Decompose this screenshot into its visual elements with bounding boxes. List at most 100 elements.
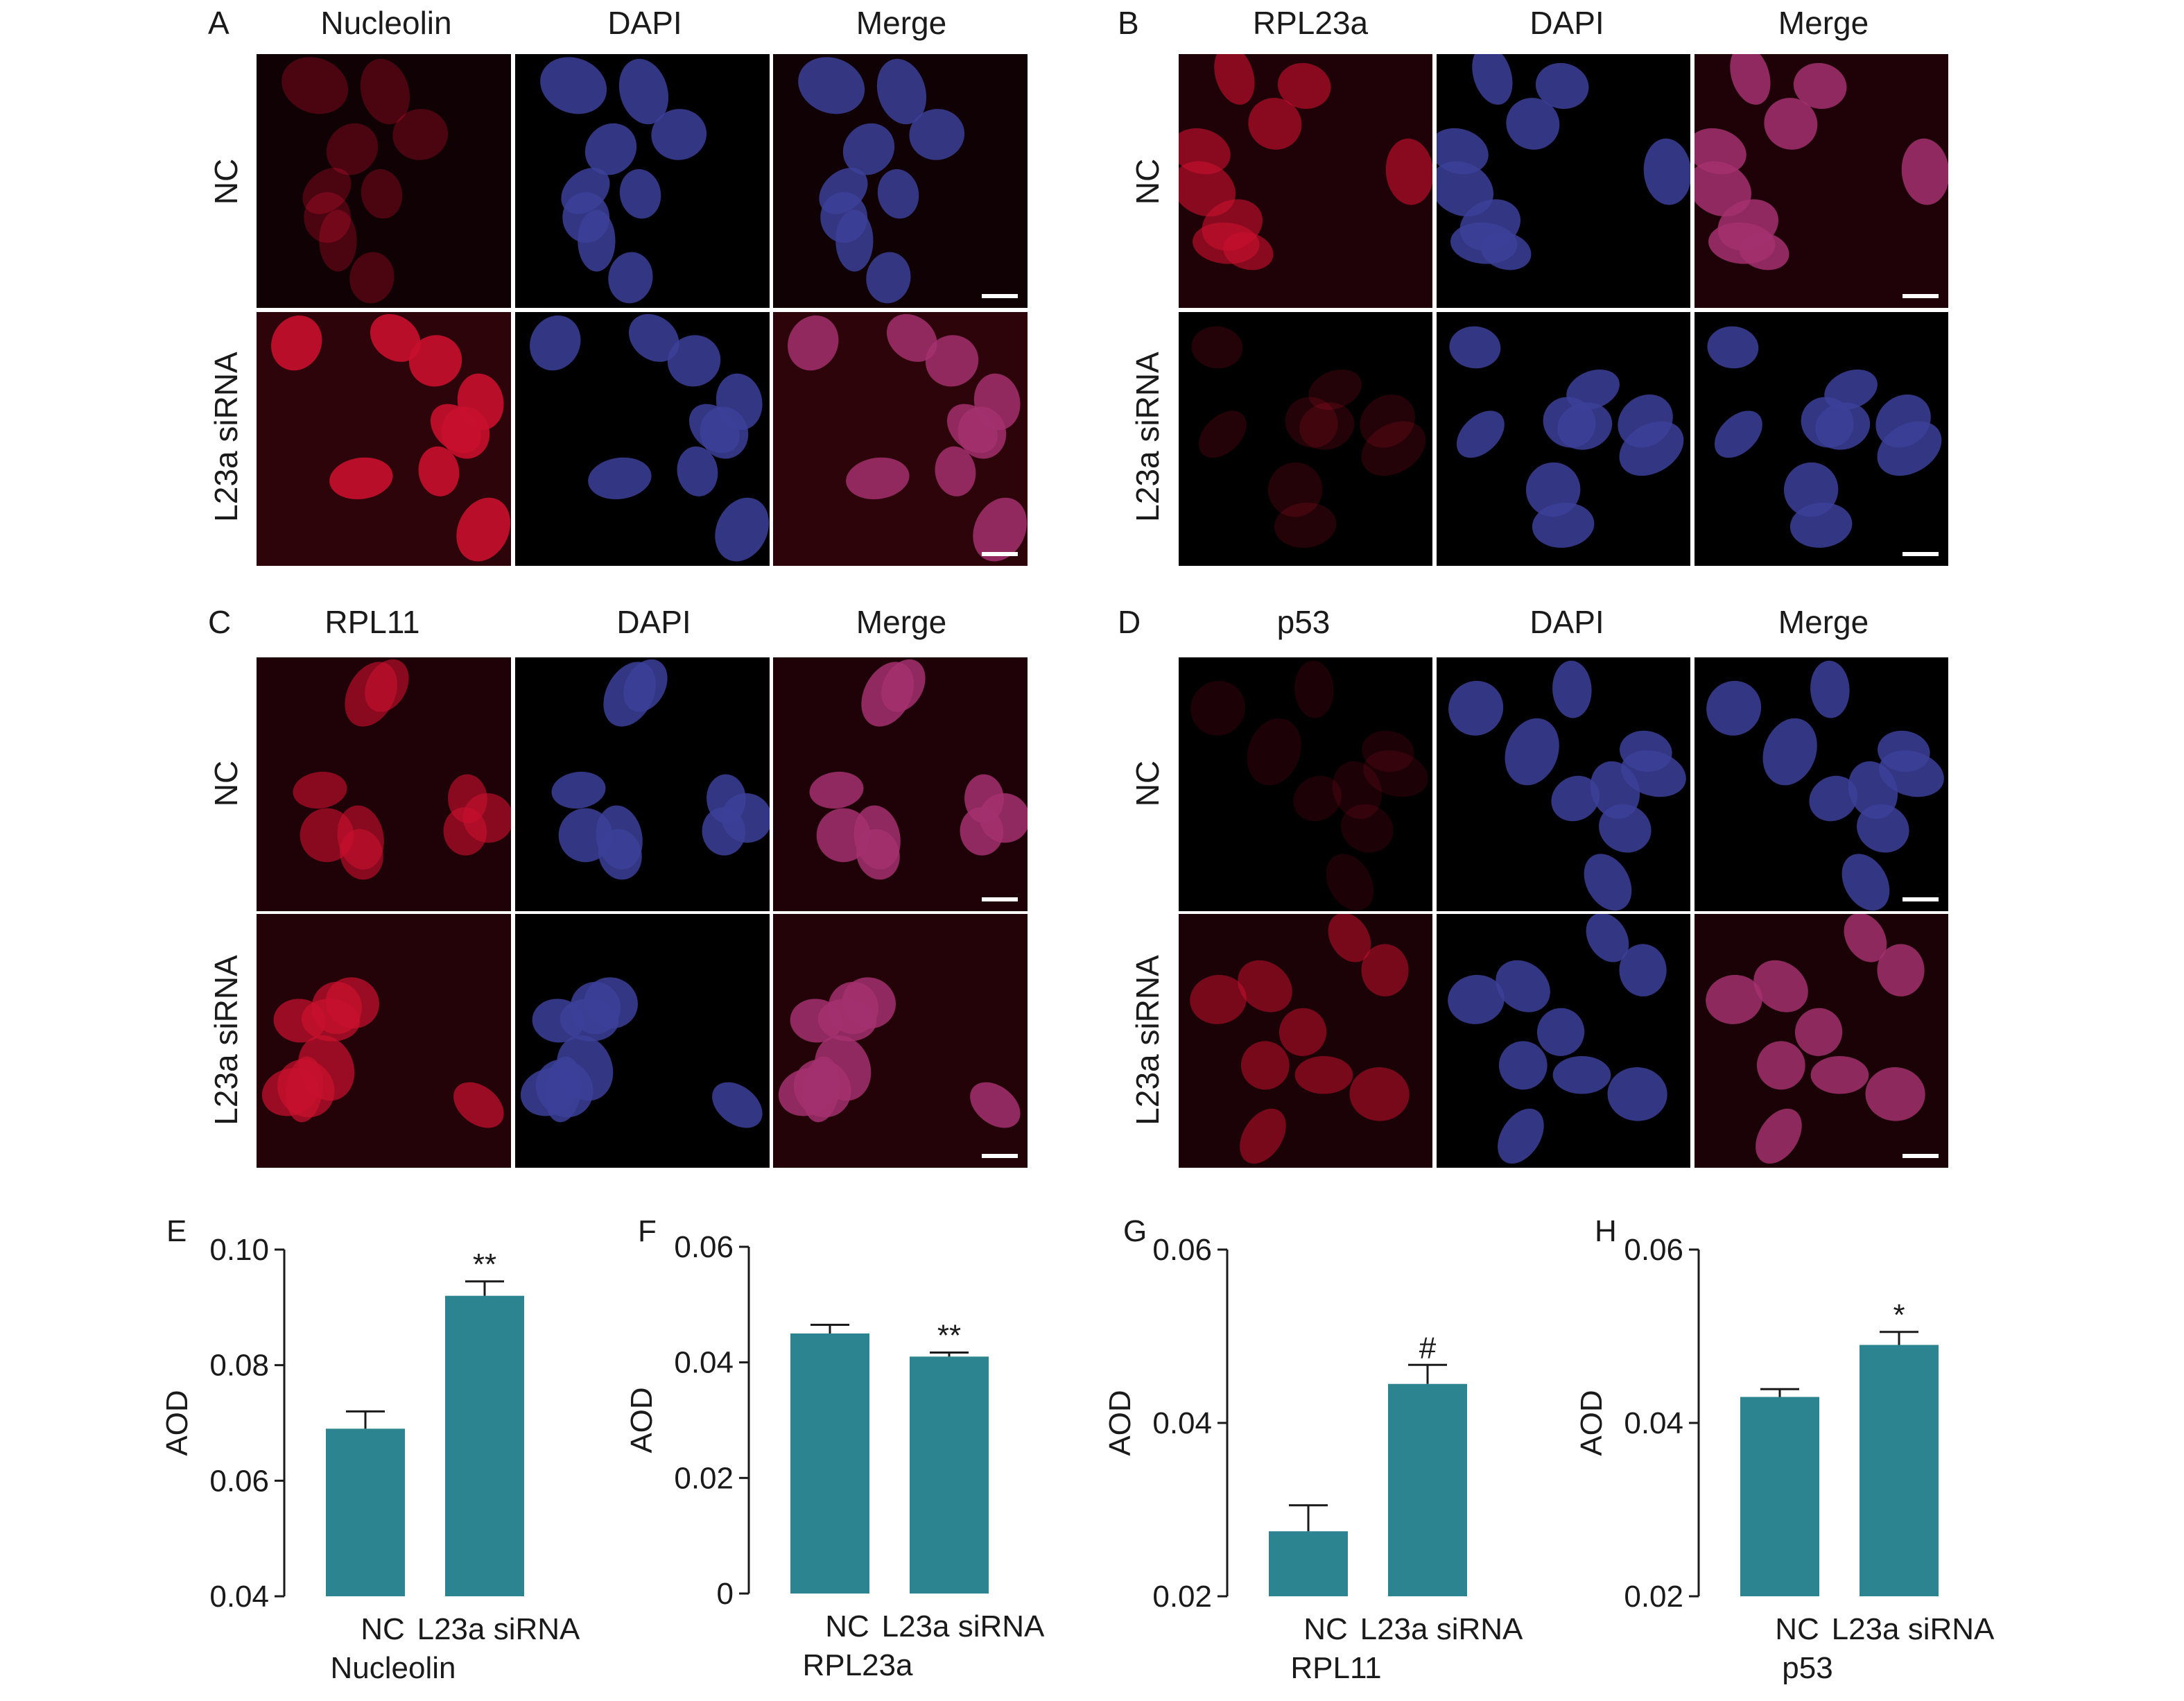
micrograph-a-nc-nucleolin: [257, 54, 511, 308]
x-axis-label: Nucleolin: [331, 1651, 456, 1685]
panel-letter: E: [166, 1214, 187, 1248]
bar-nc: [326, 1428, 405, 1596]
micrograph-d-nc-dapi: [1437, 657, 1690, 911]
bar-nc: [1740, 1397, 1819, 1596]
col-head-merge: Merge: [856, 604, 947, 640]
micrograph-c-sirna-merge: [773, 914, 1028, 1168]
bar-l23a-sirna: [910, 1356, 989, 1594]
panel-letter: H: [1595, 1214, 1617, 1248]
panel-letter: G: [1123, 1214, 1147, 1248]
bar-l23a-sirna: [1860, 1345, 1939, 1596]
micrograph-c-sirna-dapi: [515, 914, 770, 1168]
x-axis-label: RPL23a: [802, 1648, 913, 1682]
chart-g: G 0.02 0.04 0.06 AOD # NC L23a siRNA RPL11: [1103, 1214, 1553, 1699]
col-head-merge: Merge: [1778, 5, 1869, 41]
significance-label: **: [937, 1319, 961, 1353]
y-tick-label: 0.06: [209, 1464, 269, 1498]
col-head-merge: Merge: [1778, 604, 1869, 640]
x-axis-label: p53: [1782, 1651, 1832, 1685]
micrograph-c-sirna-rpl11: [257, 914, 511, 1168]
col-head-rpl11: RPL11: [324, 604, 420, 640]
x-category-label: L23a siRNA: [1360, 1612, 1523, 1646]
y-tick-label: 0.06: [1152, 1233, 1212, 1267]
micrograph-b-nc-rpl23a: [1179, 54, 1432, 308]
bar-nc: [1269, 1531, 1348, 1596]
x-category-label: L23a siRNA: [882, 1609, 1045, 1643]
scale-bar: [982, 294, 1018, 298]
row-label-siRNA: L23a siRNA: [1129, 955, 1165, 1125]
micrograph-a-nc-dapi: [515, 54, 770, 308]
micrograph-b-nc-dapi: [1437, 54, 1690, 308]
chart-svg: G 0.02 0.04 0.06 AOD # NC L23a siRNA RPL11: [1103, 1214, 1523, 1685]
y-tick-label: 0.04: [209, 1580, 269, 1614]
chart-f: F 0 0.02 0.04 0.06 AOD ** NC L23a siRNA RPL23a: [624, 1214, 1068, 1699]
bar-nc: [790, 1333, 869, 1594]
y-tick-label: 0.02: [1624, 1580, 1683, 1614]
panel-letter-b: B: [1118, 5, 1139, 41]
x-category-label: NC: [361, 1612, 405, 1646]
row-label-nc: NC: [208, 158, 244, 205]
row-label-nc: NC: [1129, 158, 1165, 205]
y-tick-label: 0.06: [1624, 1233, 1683, 1267]
col-head-dapi: DAPI: [1529, 604, 1604, 640]
micrograph-c-nc-dapi: [515, 657, 770, 911]
significance-label: #: [1419, 1331, 1437, 1365]
y-axis-label: AOD: [625, 1387, 659, 1453]
y-tick-label: 0.08: [209, 1349, 269, 1383]
bar-l23a-sirna: [1388, 1383, 1467, 1596]
y-tick-label: 0.04: [674, 1346, 734, 1380]
micrograph-c-nc-rpl11: [257, 657, 511, 911]
chart-svg: F 0 0.02 0.04 0.06 AOD ** NC L23a siRNA RPL23a: [625, 1214, 1045, 1682]
row-label-siRNA: L23a siRNA: [208, 352, 244, 522]
y-tick-label: 0.10: [209, 1233, 269, 1267]
significance-label: **: [473, 1247, 496, 1281]
scale-bar: [982, 1154, 1018, 1158]
col-head-nucleolin: Nucleolin: [320, 5, 452, 41]
micrograph-d-sirna-p53: [1179, 914, 1432, 1168]
chart-svg: E 0.04 0.06 0.08 0.10 AOD ** NC L23a siRNA Nucleo…: [160, 1214, 580, 1685]
x-category-label: NC: [825, 1609, 869, 1643]
significance-label: *: [1893, 1298, 1905, 1332]
bar-l23a-sirna: [445, 1295, 524, 1596]
panel-letter-a: A: [208, 5, 229, 41]
y-tick-label: 0.04: [1152, 1406, 1212, 1440]
y-tick-label: 0.04: [1624, 1406, 1683, 1440]
scale-bar: [1903, 294, 1939, 298]
scale-bar: [1903, 552, 1939, 556]
col-head-dapi: DAPI: [616, 604, 691, 640]
col-head-rpl23a: RPL23a: [1252, 5, 1369, 41]
x-axis-label: RPL11: [1290, 1651, 1381, 1685]
micrograph-d-nc-merge: [1695, 657, 1948, 911]
row-label-nc: NC: [1129, 760, 1165, 807]
micrograph-b-nc-merge: [1695, 54, 1948, 308]
y-axis-label: AOD: [1575, 1390, 1609, 1456]
x-category-label: L23a siRNA: [417, 1612, 580, 1646]
micrograph-b-sirna-rpl23a: [1179, 312, 1432, 566]
x-category-label: NC: [1775, 1612, 1819, 1646]
col-head-p53: p53: [1276, 604, 1331, 640]
row-label-nc: NC: [208, 760, 244, 807]
y-tick-label: 0.06: [674, 1230, 734, 1264]
x-category-label: NC: [1303, 1612, 1348, 1646]
x-category-label: L23a siRNA: [1832, 1612, 1995, 1646]
col-head-dapi: DAPI: [607, 5, 682, 41]
scale-bar: [1903, 897, 1939, 901]
y-tick-label: 0: [717, 1577, 734, 1611]
col-head-merge: Merge: [856, 5, 947, 41]
micrograph-b-sirna-merge: [1695, 312, 1948, 566]
y-tick-label: 0.02: [674, 1461, 734, 1495]
micrograph-a-sirna-dapi: [515, 312, 770, 566]
micrograph-a-sirna-nucleolin: [257, 312, 511, 566]
panel-letter-c: C: [208, 604, 232, 640]
micrograph-d-sirna-merge: [1695, 914, 1948, 1168]
y-axis-label: AOD: [1103, 1390, 1137, 1456]
chart-h: H 0.02 0.04 0.06 AOD * NC L23a siRNA p53: [1575, 1214, 2025, 1699]
row-label-siRNA: L23a siRNA: [208, 955, 244, 1125]
col-head-dapi: DAPI: [1529, 5, 1604, 41]
micrograph-d-nc-p53: [1179, 657, 1432, 911]
chart-e: E 0.04 0.06 0.08 0.10 AOD ** NC L23a siRNA Nucleo…: [153, 1214, 596, 1699]
micrograph-d-sirna-dapi: [1437, 914, 1690, 1168]
scale-bar: [982, 552, 1018, 556]
micrograph-c-nc-merge: [773, 657, 1028, 911]
